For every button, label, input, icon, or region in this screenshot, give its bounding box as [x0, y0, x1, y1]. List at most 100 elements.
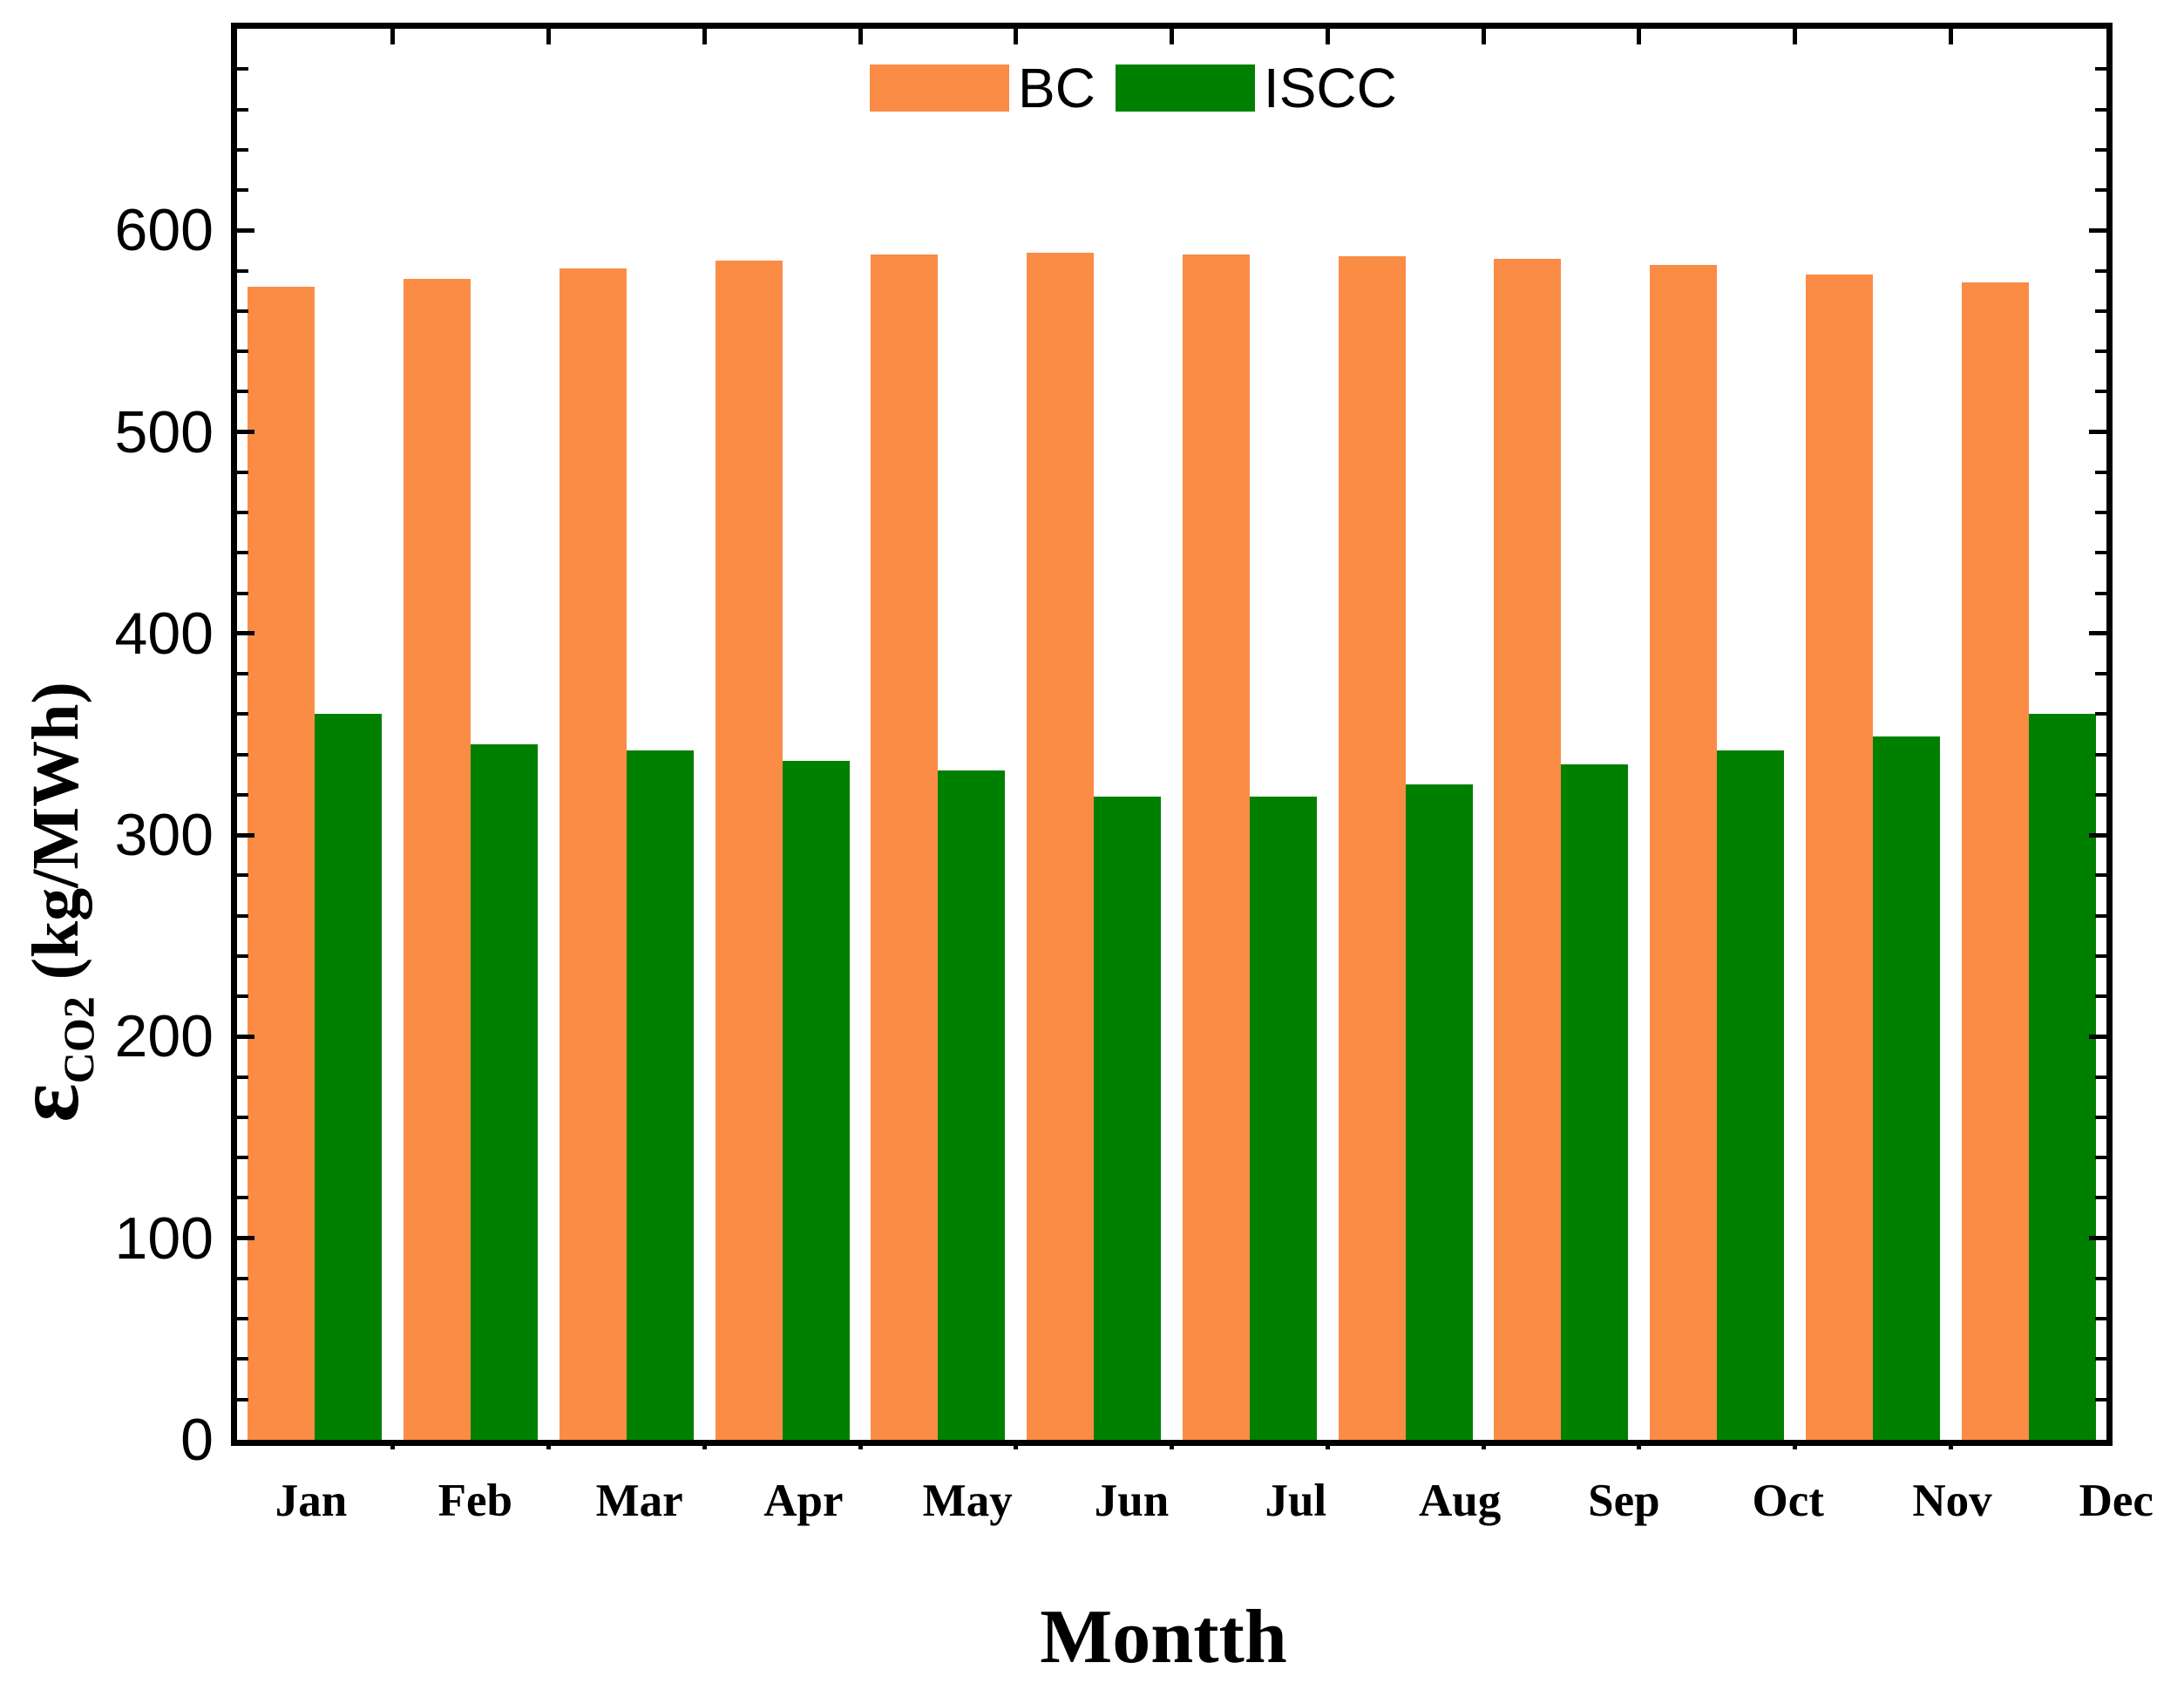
left-minor-tick-360	[237, 712, 248, 716]
bottom-boundary-tick-3	[702, 1440, 707, 1449]
y-tick-label-600: 600	[114, 197, 214, 264]
right-minor-tick-380	[2095, 672, 2106, 676]
right-minor-tick-580	[2095, 268, 2106, 273]
left-major-tick-400	[237, 631, 254, 636]
bottom-boundary-tick-10	[1793, 1440, 1797, 1449]
left-minor-tick-20	[237, 1397, 248, 1401]
right-minor-tick-680	[2095, 67, 2106, 71]
bar-bc-jan	[248, 287, 315, 1440]
right-minor-tick-20	[2095, 1397, 2106, 1401]
top-boundary-tick-11	[1948, 29, 1953, 44]
top-boundary-tick-8	[1481, 29, 1486, 44]
left-minor-tick-540	[237, 349, 248, 354]
left-minor-tick-460	[237, 511, 248, 515]
y-tick-label-100: 100	[114, 1205, 214, 1272]
left-minor-tick-440	[237, 551, 248, 555]
legend-swatch-iscc	[1115, 64, 1255, 112]
left-minor-tick-340	[237, 752, 248, 757]
left-minor-tick-640	[237, 147, 248, 152]
bar-bc-may	[871, 254, 939, 1440]
bar-bc-dec	[1961, 282, 2029, 1440]
x-tick-label-apr: Apr	[763, 1476, 844, 1526]
left-minor-tick-180	[237, 1075, 248, 1079]
x-tick-label-jun: Jun	[1094, 1476, 1170, 1526]
left-minor-tick-380	[237, 672, 248, 676]
bar-iscc-dec	[2028, 714, 2096, 1440]
left-minor-tick-280	[237, 873, 248, 878]
legend-label-iscc: ISCC	[1263, 57, 1397, 119]
top-boundary-tick-7	[1325, 29, 1330, 44]
bottom-boundary-tick-4	[858, 1440, 863, 1449]
plot-area	[237, 29, 2106, 1449]
left-minor-tick-420	[237, 591, 248, 595]
bar-bc-oct	[1650, 264, 1718, 1440]
right-major-tick-100	[2089, 1236, 2106, 1241]
top-boundary-tick-5	[1014, 29, 1019, 44]
bottom-boundary-tick-7	[1325, 1440, 1330, 1449]
bar-bc-mar	[559, 268, 627, 1440]
right-minor-tick-220	[2095, 994, 2106, 999]
x-tick-label-jan: Jan	[275, 1476, 348, 1526]
right-minor-tick-320	[2095, 792, 2106, 797]
y-axis-title-epsilon: ε	[0, 1083, 98, 1123]
right-minor-tick-360	[2095, 712, 2106, 716]
right-minor-tick-80	[2095, 1276, 2106, 1280]
bar-iscc-may	[938, 770, 1006, 1440]
right-minor-tick-440	[2095, 551, 2106, 555]
bottom-boundary-tick-11	[1948, 1440, 1953, 1449]
x-tick-label-may: May	[922, 1476, 1013, 1526]
bar-iscc-sep	[1561, 764, 1629, 1440]
left-minor-tick-220	[237, 994, 248, 999]
right-minor-tick-480	[2095, 470, 2106, 474]
right-major-tick-200	[2089, 1034, 2106, 1039]
right-minor-tick-60	[2095, 1317, 2106, 1321]
bottom-boundary-tick-9	[1637, 1440, 1642, 1449]
y-tick-label-200: 200	[114, 1003, 214, 1070]
left-minor-tick-660	[237, 107, 248, 112]
right-major-tick-600	[2089, 227, 2106, 233]
right-minor-tick-340	[2095, 752, 2106, 757]
y-tick-label-300: 300	[114, 802, 214, 869]
left-minor-tick-260	[237, 913, 248, 918]
right-minor-tick-260	[2095, 913, 2106, 918]
bar-iscc-mar	[626, 750, 694, 1440]
legend-label-bc: BC	[1018, 57, 1095, 119]
bar-bc-aug	[1338, 256, 1406, 1440]
right-minor-tick-180	[2095, 1075, 2106, 1079]
right-minor-tick-540	[2095, 349, 2106, 354]
right-minor-tick-520	[2095, 390, 2106, 394]
right-minor-tick-620	[2095, 188, 2106, 193]
bar-iscc-jul	[1249, 797, 1317, 1440]
right-major-tick-300	[2089, 832, 2106, 838]
legend-swatch-bc	[870, 64, 1009, 112]
y-tick-label-500: 500	[114, 398, 214, 465]
right-minor-tick-40	[2095, 1357, 2106, 1361]
x-tick-label-sep: Sep	[1588, 1476, 1660, 1526]
x-tick-label-feb: Feb	[437, 1476, 512, 1526]
x-tick-label-dec: Dec	[2079, 1476, 2153, 1526]
left-major-tick-300	[237, 832, 254, 838]
top-boundary-tick-2	[546, 29, 551, 44]
right-minor-tick-120	[2095, 1196, 2106, 1200]
right-major-tick-400	[2089, 631, 2106, 636]
left-minor-tick-620	[237, 188, 248, 193]
left-minor-tick-120	[237, 1196, 248, 1200]
left-minor-tick-240	[237, 953, 248, 958]
bar-bc-nov	[1805, 275, 1873, 1440]
right-minor-tick-140	[2095, 1156, 2106, 1160]
right-minor-tick-160	[2095, 1115, 2106, 1119]
right-minor-tick-280	[2095, 873, 2106, 878]
bottom-boundary-tick-8	[1481, 1440, 1486, 1449]
bottom-boundary-tick-6	[1170, 1440, 1174, 1449]
top-boundary-tick-10	[1793, 29, 1797, 44]
left-major-tick-500	[237, 430, 254, 435]
left-minor-tick-680	[237, 67, 248, 71]
left-minor-tick-80	[237, 1276, 248, 1280]
left-minor-tick-320	[237, 792, 248, 797]
left-major-tick-200	[237, 1034, 254, 1039]
bar-iscc-nov	[1872, 736, 1940, 1440]
top-boundary-tick-9	[1637, 29, 1642, 44]
y-tick-label-0: 0	[180, 1407, 214, 1473]
left-major-tick-100	[237, 1236, 254, 1241]
top-boundary-tick-4	[858, 29, 863, 44]
